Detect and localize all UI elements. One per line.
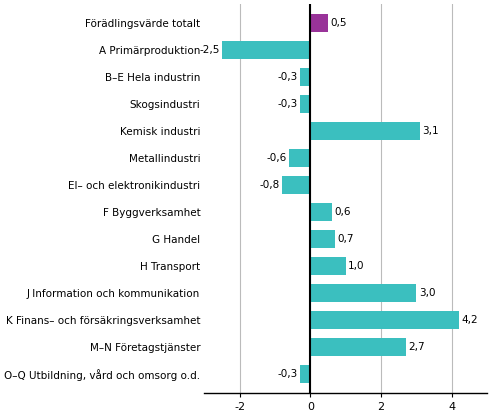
Text: -0,3: -0,3 xyxy=(277,72,297,82)
Bar xyxy=(310,284,416,302)
Text: -0,3: -0,3 xyxy=(277,99,297,109)
Bar xyxy=(222,41,310,59)
Bar xyxy=(289,149,310,167)
Bar xyxy=(310,230,335,248)
Text: 0,5: 0,5 xyxy=(330,18,347,28)
Text: -0,6: -0,6 xyxy=(267,153,287,163)
Bar xyxy=(310,14,328,32)
Text: -2,5: -2,5 xyxy=(199,45,219,55)
Bar xyxy=(300,68,310,86)
Bar xyxy=(310,122,420,140)
Text: 2,7: 2,7 xyxy=(408,342,425,352)
Bar xyxy=(310,257,346,275)
Bar xyxy=(300,95,310,113)
Text: 3,0: 3,0 xyxy=(419,288,435,298)
Bar xyxy=(282,176,310,194)
Text: 4,2: 4,2 xyxy=(461,315,478,325)
Text: 0,6: 0,6 xyxy=(334,207,351,217)
Bar xyxy=(310,338,406,356)
Bar xyxy=(310,203,331,221)
Bar xyxy=(300,365,310,383)
Bar xyxy=(310,311,459,329)
Text: -0,3: -0,3 xyxy=(277,369,297,379)
Text: 0,7: 0,7 xyxy=(337,234,354,244)
Text: 3,1: 3,1 xyxy=(422,126,439,136)
Text: -0,8: -0,8 xyxy=(259,180,280,190)
Text: 1,0: 1,0 xyxy=(348,261,365,271)
